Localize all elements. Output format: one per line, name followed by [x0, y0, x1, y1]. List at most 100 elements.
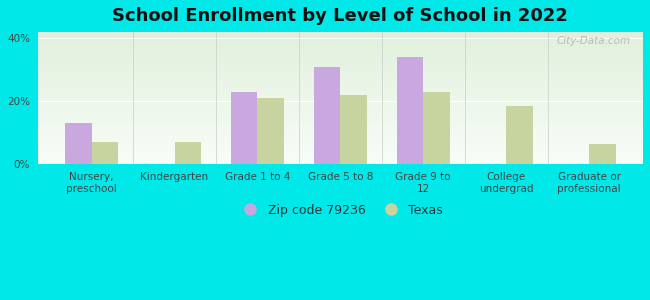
Bar [38, 68, 643, 69]
Bar [38, 121, 643, 122]
Bar [38, 37, 643, 38]
Bar [38, 102, 643, 103]
Bar [38, 116, 643, 117]
Bar [38, 76, 643, 77]
Bar [257, 98, 284, 164]
Bar [38, 33, 643, 34]
Bar [38, 129, 643, 130]
Bar [396, 57, 423, 164]
Bar [38, 144, 643, 145]
Bar [38, 83, 643, 84]
Bar [231, 92, 257, 164]
Bar [38, 87, 643, 88]
Bar [38, 72, 643, 73]
Bar [38, 69, 643, 70]
Bar [38, 107, 643, 108]
Bar [38, 44, 643, 45]
Bar [38, 97, 643, 98]
Bar [38, 140, 643, 141]
Bar [38, 66, 643, 67]
Bar [38, 133, 643, 134]
Bar [38, 34, 643, 35]
Bar [38, 85, 643, 86]
Bar [38, 136, 643, 137]
Bar [38, 94, 643, 95]
Bar [38, 49, 643, 50]
Bar [38, 160, 643, 161]
Bar [38, 40, 643, 41]
Bar [38, 61, 643, 62]
Bar [38, 162, 643, 163]
Bar [38, 127, 643, 128]
Bar [38, 54, 643, 55]
Bar [38, 141, 643, 142]
Bar [38, 58, 643, 59]
Bar [38, 65, 643, 66]
Bar [38, 152, 643, 153]
Bar [38, 135, 643, 136]
Bar [38, 63, 643, 64]
Bar [38, 64, 643, 65]
Bar [38, 105, 643, 106]
Bar [38, 75, 643, 76]
Bar [38, 62, 643, 63]
Bar [38, 114, 643, 115]
Bar [65, 124, 92, 164]
Bar [38, 57, 643, 58]
Bar [38, 123, 643, 124]
Bar [38, 143, 643, 144]
Bar [38, 84, 643, 85]
Bar [38, 154, 643, 155]
Bar [38, 79, 643, 80]
Bar [38, 108, 643, 109]
Bar [38, 78, 643, 79]
Bar [38, 96, 643, 97]
Bar [38, 159, 643, 160]
Bar [38, 39, 643, 40]
Bar [175, 142, 201, 164]
Bar [38, 89, 643, 90]
Bar [38, 60, 643, 61]
Title: School Enrollment by Level of School in 2022: School Enrollment by Level of School in … [112, 7, 568, 25]
Bar [38, 150, 643, 151]
Bar [38, 142, 643, 143]
Bar [38, 158, 643, 159]
Bar [38, 90, 643, 91]
Bar [38, 157, 643, 158]
Bar [92, 142, 118, 164]
Bar [38, 151, 643, 152]
Bar [38, 56, 643, 57]
Bar [38, 118, 643, 119]
Bar [38, 130, 643, 131]
Bar [38, 47, 643, 48]
Bar [38, 53, 643, 54]
Bar [38, 92, 643, 93]
Bar [38, 119, 643, 120]
Bar [38, 156, 643, 157]
Bar [38, 111, 643, 112]
Bar [38, 82, 643, 83]
Bar [38, 74, 643, 75]
Bar [38, 101, 643, 102]
Bar [38, 128, 643, 129]
Bar [38, 117, 643, 118]
Bar [341, 95, 367, 164]
Bar [38, 149, 643, 150]
Bar [38, 137, 643, 138]
Bar [38, 59, 643, 60]
Bar [38, 42, 643, 43]
Bar [38, 163, 643, 164]
Bar [38, 100, 643, 101]
Bar [38, 71, 643, 72]
Bar [38, 46, 643, 47]
Bar [38, 104, 643, 105]
Bar [38, 70, 643, 71]
Bar [38, 36, 643, 37]
Legend: Zip code 79236, Texas: Zip code 79236, Texas [233, 199, 448, 222]
Bar [38, 147, 643, 148]
Bar [38, 134, 643, 135]
Bar [38, 93, 643, 94]
Bar [38, 110, 643, 111]
Bar [38, 80, 643, 81]
Bar [38, 120, 643, 121]
